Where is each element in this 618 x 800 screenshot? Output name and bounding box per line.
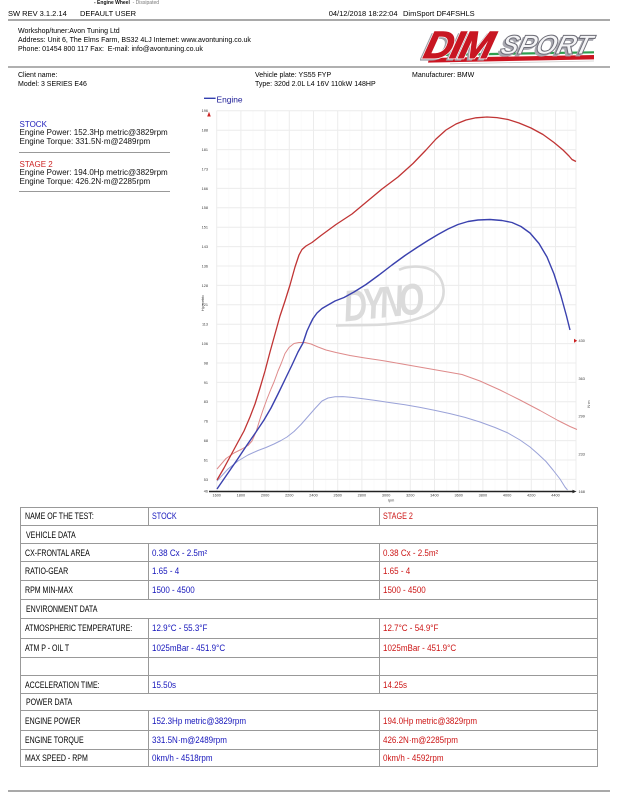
svg-text:2800: 2800 (358, 494, 366, 498)
svg-text:173: 173 (202, 167, 208, 171)
svg-text:233: 233 (579, 452, 585, 456)
svg-text:128: 128 (202, 284, 208, 288)
svg-text:rpm: rpm (388, 499, 395, 503)
svg-text:196: 196 (202, 109, 208, 113)
svg-text:188: 188 (202, 129, 208, 133)
svg-text:168: 168 (579, 490, 585, 494)
svg-text:143: 143 (202, 245, 208, 249)
svg-text:2400: 2400 (309, 494, 317, 498)
svg-text:151: 151 (202, 226, 208, 230)
svg-text:136: 136 (202, 264, 208, 268)
svg-text:4400: 4400 (551, 494, 559, 498)
svg-text:68: 68 (204, 439, 208, 443)
svg-text:2600: 2600 (333, 494, 341, 498)
svg-text:3200: 3200 (406, 494, 414, 498)
svg-text:3000: 3000 (382, 494, 390, 498)
svg-text:83: 83 (204, 400, 208, 404)
svg-text:299: 299 (579, 415, 585, 419)
svg-text:158: 158 (202, 206, 208, 210)
svg-text:181: 181 (202, 148, 208, 152)
svg-text:DIM: DIM (420, 27, 500, 65)
svg-text:DIM: DIM (420, 27, 500, 65)
svg-text:SPORT: SPORT (496, 31, 596, 62)
svg-text:46: 46 (204, 489, 208, 493)
svg-text:2200: 2200 (285, 494, 293, 498)
svg-text:4000: 4000 (503, 494, 511, 498)
svg-text:166: 166 (202, 187, 208, 191)
svg-text:3600: 3600 (454, 494, 462, 498)
svg-text:DIM: DIM (420, 27, 497, 65)
svg-text:N·m: N·m (587, 400, 591, 407)
svg-text:430: 430 (579, 339, 585, 343)
svg-text:3400: 3400 (430, 494, 438, 498)
svg-text:98: 98 (204, 361, 208, 365)
svg-text:1800: 1800 (237, 494, 245, 498)
svg-text:3800: 3800 (479, 494, 487, 498)
svg-text:121: 121 (202, 303, 208, 307)
svg-text:363: 363 (579, 377, 585, 381)
svg-text:106: 106 (202, 342, 208, 346)
svg-text:76: 76 (204, 420, 208, 424)
svg-text:4200: 4200 (527, 494, 535, 498)
svg-text:SPORT: SPORT (498, 29, 598, 60)
svg-text:113: 113 (202, 323, 208, 327)
svg-text:91: 91 (204, 381, 208, 385)
svg-text:61: 61 (204, 458, 208, 462)
svg-text:Engine: Engine (217, 95, 243, 105)
svg-text:1600: 1600 (212, 494, 220, 498)
svg-text:Hp metric: Hp metric (201, 295, 205, 311)
svg-text:2000: 2000 (261, 494, 269, 498)
svg-text:DYNO: DYNO (341, 275, 426, 332)
svg-text:53: 53 (204, 478, 208, 482)
